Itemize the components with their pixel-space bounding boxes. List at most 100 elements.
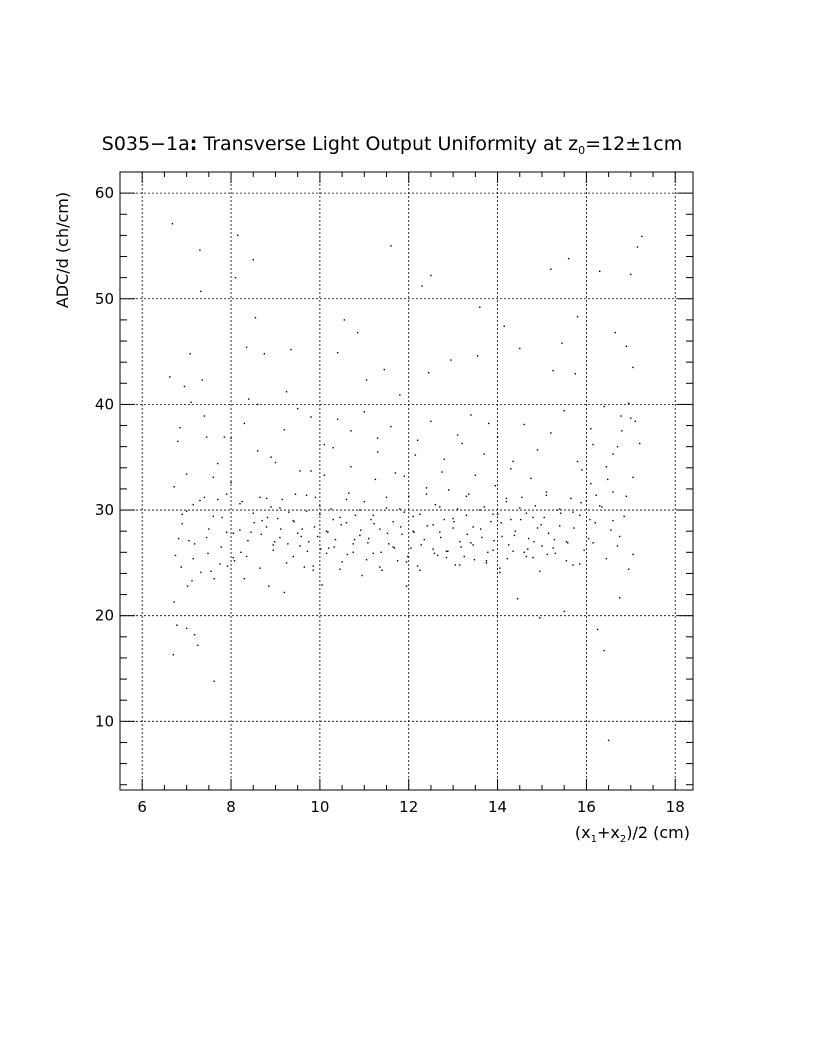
scatter-point — [363, 500, 365, 503]
scatter-point — [350, 466, 352, 468]
scatter-point — [583, 549, 585, 551]
scatter-point — [632, 476, 634, 478]
x-tick-label: 14 — [488, 798, 507, 816]
scatter-point — [213, 680, 215, 682]
scatter-point — [461, 442, 463, 445]
scatter-point — [505, 497, 508, 500]
scatter-point — [183, 385, 186, 388]
scatter-point — [527, 548, 529, 550]
scatter-point — [513, 534, 516, 537]
scatter-point — [603, 405, 605, 408]
scatter-point — [445, 550, 448, 552]
x-tick-label: 16 — [577, 798, 596, 816]
x-tick-label: 12 — [399, 798, 418, 816]
scatter-point — [281, 498, 283, 501]
scatter-point — [223, 436, 226, 438]
scatter-point — [401, 533, 403, 536]
scatter-point — [374, 478, 377, 481]
scatter-point — [507, 544, 510, 546]
scatter-point — [428, 372, 430, 374]
scatter-point — [454, 564, 457, 566]
scatter-point — [340, 524, 342, 526]
scatter-point — [363, 411, 365, 413]
scatter-point — [279, 507, 281, 509]
scatter-point — [327, 531, 329, 533]
scatter-point — [596, 628, 599, 631]
scatter-point — [595, 494, 597, 496]
scatter-point — [500, 522, 502, 524]
scatter-point — [479, 509, 481, 511]
scatter-point — [474, 474, 477, 476]
scatter-point — [466, 533, 469, 536]
y-tick-label: 10 — [95, 712, 114, 730]
scatter-point — [176, 624, 178, 626]
scatter-point — [616, 545, 619, 547]
scatter-point — [443, 518, 445, 521]
scatter-point — [205, 536, 208, 539]
scatter-point — [392, 546, 394, 548]
scatter-point — [241, 500, 243, 503]
scatter-point — [221, 516, 223, 519]
scatter-point — [465, 495, 468, 498]
scatter-point — [408, 495, 410, 498]
scatter-point — [252, 258, 254, 261]
scatter-point — [234, 276, 237, 279]
scatter-point — [539, 617, 541, 619]
scatter-point — [572, 564, 574, 566]
scatter-point — [189, 353, 191, 355]
scatter-point — [316, 535, 319, 538]
scatter-point — [243, 422, 246, 425]
scatter-point — [287, 543, 289, 545]
scatter-point — [339, 568, 341, 570]
scatter-point — [403, 475, 405, 477]
scatter-point — [589, 518, 591, 521]
scatter-point — [323, 443, 326, 446]
scatter-point — [523, 423, 525, 426]
scatter-point — [200, 571, 202, 574]
scatter-point — [416, 565, 419, 567]
scatter-point — [525, 512, 528, 514]
scatter-point — [310, 416, 312, 418]
scatter-point — [171, 223, 174, 225]
scatter-point — [333, 546, 335, 548]
scatter-point — [492, 549, 494, 551]
scatter-point — [512, 550, 514, 552]
scatter-point — [208, 528, 210, 530]
scatter-point — [459, 564, 461, 566]
scatter-point — [576, 316, 579, 318]
scatter-point — [217, 498, 219, 501]
scatter-point — [248, 398, 250, 400]
scatter-point — [532, 516, 534, 519]
scatter-point — [252, 512, 254, 514]
scatter-point — [232, 532, 234, 534]
scatter-point — [581, 469, 583, 471]
scatter-point — [632, 366, 634, 369]
scatter-point — [303, 566, 306, 568]
scatter-point — [365, 559, 368, 561]
scatter-point — [368, 537, 370, 540]
scatter-point — [405, 561, 408, 563]
scatter-point — [266, 516, 269, 519]
scatter-point — [565, 541, 568, 543]
scatter-point — [319, 505, 321, 507]
y-tick-label: 40 — [95, 395, 114, 413]
scatter-point — [612, 453, 614, 455]
y-tick-label: 60 — [95, 184, 114, 202]
scatter-point — [240, 551, 242, 554]
scatter-point — [386, 532, 389, 534]
scatter-point — [414, 454, 417, 456]
scatter-point — [625, 495, 628, 498]
scatter-point — [505, 500, 508, 503]
scatter-point — [479, 306, 481, 308]
scatter-point — [501, 535, 503, 538]
scatter-point — [219, 563, 221, 565]
scatter-point — [396, 560, 399, 562]
scatter-point — [530, 477, 532, 480]
scatter-point — [453, 520, 455, 523]
scatter-point — [519, 518, 522, 521]
scatter-point — [359, 534, 361, 537]
scatter-point — [199, 249, 201, 251]
scatter-point — [197, 644, 199, 646]
scatter-point — [574, 373, 576, 375]
scatter-point — [343, 319, 346, 321]
